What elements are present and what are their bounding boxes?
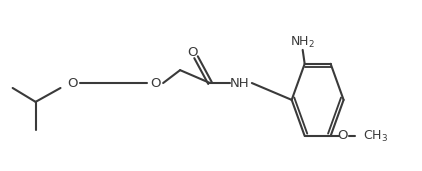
Text: CH$_3$: CH$_3$ (362, 128, 388, 143)
Text: NH: NH (230, 76, 250, 90)
Text: NH$_2$: NH$_2$ (290, 34, 315, 50)
Text: O: O (67, 76, 78, 90)
Text: O: O (150, 76, 160, 90)
Text: O: O (337, 129, 348, 142)
Text: O: O (187, 46, 197, 59)
